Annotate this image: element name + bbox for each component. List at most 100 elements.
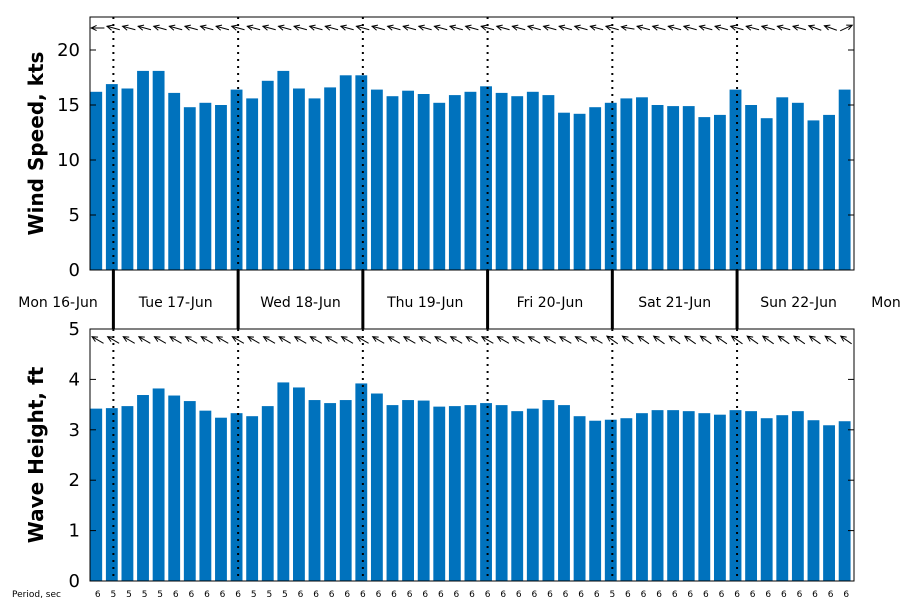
wave-bar <box>417 400 430 581</box>
y-tick-label: 2 <box>69 470 80 491</box>
wind-bar <box>246 98 259 271</box>
period-label: Period, sec <box>12 590 61 600</box>
wind-direction-arrow <box>526 24 541 31</box>
wind-direction-arrow <box>511 24 526 31</box>
wave-bar <box>760 418 773 581</box>
wind-bar <box>324 87 337 271</box>
wind-bar <box>589 107 602 270</box>
period-value: 6 <box>797 590 803 600</box>
period-row: Period, sec 6 5 5 5 5 6 6 6 6 6 5 5 5 6 6 6 6 6 6 6 6 6 6 6 6 6 6 6 6… <box>12 590 849 600</box>
wave-bar <box>105 408 118 581</box>
wave-bar <box>261 406 274 581</box>
period-value: 6 <box>641 590 647 600</box>
period-value: 6 <box>344 590 350 600</box>
wave-direction-arrow <box>558 336 572 344</box>
wave-bar <box>230 413 243 581</box>
wave-bar <box>402 400 414 581</box>
wave-bar <box>682 411 695 581</box>
wind-bar <box>682 106 695 270</box>
day-label: Wed 18-Jun <box>260 295 341 311</box>
wave-bar <box>791 411 804 581</box>
wind-bar <box>308 98 321 271</box>
wind-bar <box>261 80 274 270</box>
wind-bar <box>542 95 555 270</box>
wave-bar <box>277 382 290 581</box>
day-label: Sat 21-Jun <box>638 295 711 311</box>
wind-direction-arrow <box>215 24 230 31</box>
wave-bar <box>807 420 820 581</box>
period-value: 6 <box>625 590 631 600</box>
wave-bar <box>589 420 602 581</box>
wind-direction-arrow <box>199 24 214 31</box>
wave-direction-arrow <box>480 336 494 344</box>
wave-direction-arrow <box>543 336 556 344</box>
wave-bar <box>246 416 259 581</box>
wind-bar <box>121 88 134 270</box>
y-tick-label: 5 <box>69 319 80 340</box>
wind-bar <box>636 97 648 270</box>
y-tick-label: 1 <box>69 521 80 542</box>
wave-direction-arrow <box>402 336 416 344</box>
wind-bar <box>105 84 118 270</box>
wave-direction-arrow <box>418 336 432 344</box>
wave-bar <box>558 405 570 581</box>
wind-direction-arrow <box>713 24 728 31</box>
wind-speed-panel: 0 5 10 15 20 Wind Speed, kts <box>24 16 855 281</box>
wave-bar <box>339 400 352 581</box>
wave-direction-arrow <box>309 336 323 344</box>
wave-bar <box>776 415 789 581</box>
wind-direction-arrow <box>495 24 510 31</box>
period-value: 6 <box>578 590 584 600</box>
wind-direction-arrow <box>433 24 448 31</box>
wave-bar <box>324 403 337 581</box>
wave-bar <box>526 408 539 581</box>
period-value: 6 <box>828 590 834 600</box>
wind-bar <box>230 89 243 270</box>
period-value: 6 <box>391 590 397 600</box>
period-value: 6 <box>765 590 771 600</box>
period-value: 6 <box>220 590 226 600</box>
period-value: 6 <box>235 590 241 600</box>
wind-direction-arrow <box>121 24 136 31</box>
wind-direction-arrow <box>776 24 791 31</box>
wind-bar <box>604 102 617 270</box>
period-value: 6 <box>687 590 693 600</box>
day-label-band: Mon 16-Jun Tue 17-Jun Wed 18-Jun Thu 19-Jun… <box>18 270 900 329</box>
wave-bar <box>495 405 508 581</box>
wind-bar <box>713 114 726 271</box>
wind-bar <box>558 112 570 270</box>
wind-direction-arrow <box>839 24 854 32</box>
y-tick-label: 0 <box>69 260 80 281</box>
wave-direction-arrow <box>434 336 447 344</box>
wave-direction-arrow <box>605 335 619 345</box>
wind-bar <box>355 75 368 270</box>
wind-bar <box>215 105 227 270</box>
wave-bar <box>308 400 321 581</box>
wave-bar <box>464 405 477 581</box>
day-label: Mon 16-Jun <box>18 295 98 311</box>
wave-direction-arrow <box>324 336 338 344</box>
period-value: 6 <box>843 590 849 600</box>
wind-direction-arrow <box>558 24 573 31</box>
wind-direction-arrow <box>402 24 417 31</box>
period-value: 6 <box>703 590 709 600</box>
wind-axes-box <box>89 16 855 271</box>
wind-bar <box>838 89 851 270</box>
wind-bar <box>573 113 586 270</box>
wave-direction-arrow <box>340 336 354 344</box>
wind-bar <box>137 70 149 271</box>
wind-bar <box>370 89 383 270</box>
period-value: 6 <box>532 590 538 600</box>
wave-direction-arrow <box>371 336 385 344</box>
wave-direction-arrow <box>793 335 806 345</box>
period-value: 6 <box>563 590 569 600</box>
y-tick-label: 5 <box>69 205 80 226</box>
wave-bar <box>121 406 134 581</box>
wave-direction-arrow <box>231 336 245 344</box>
wind-direction-arrow <box>168 24 183 31</box>
wind-bar <box>776 97 789 270</box>
period-value: 6 <box>407 590 413 600</box>
wave-direction-arrow <box>122 336 135 344</box>
wave-direction-arrow <box>262 336 276 344</box>
wave-direction-arrow <box>106 336 120 344</box>
